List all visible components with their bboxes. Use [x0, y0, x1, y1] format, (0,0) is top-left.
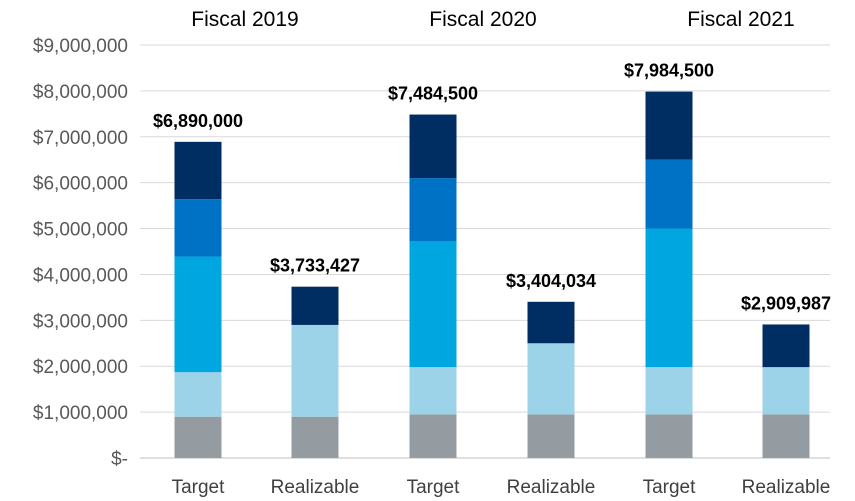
y-tick-label: $2,000,000: [33, 357, 128, 378]
bar-segment: [291, 416, 339, 458]
y-tick-label: $6,000,000: [33, 174, 128, 195]
bar-segment: [409, 114, 457, 179]
total-data-label: $3,733,427: [270, 256, 360, 276]
bar-segment: [645, 159, 693, 229]
bar-segment: [409, 241, 457, 368]
x-category-label: Target: [407, 477, 461, 498]
bar-segment: [409, 178, 457, 242]
y-tick-label: $4,000,000: [33, 265, 128, 286]
bar-segment: [174, 256, 222, 373]
y-tick-label: $3,000,000: [33, 311, 128, 332]
x-category-label: Target: [643, 477, 697, 498]
bar-segment: [174, 141, 222, 200]
y-tick-label: $7,000,000: [33, 128, 128, 149]
y-tick-label: $-: [111, 449, 128, 470]
fiscal-year-title: Fiscal 2019: [191, 8, 298, 31]
fiscal-year-title: Fiscal 2020: [429, 8, 536, 31]
bar-segment: [645, 367, 693, 415]
bar-segment: [174, 416, 222, 458]
bar-segment: [645, 228, 693, 368]
y-tick-label: $5,000,000: [33, 220, 128, 241]
bar-segment: [645, 91, 693, 160]
bar-segment: [174, 199, 222, 257]
bar-segment: [762, 324, 810, 368]
bar-segment: [291, 324, 339, 417]
bar-segment: [174, 372, 222, 417]
y-tick-label: $1,000,000: [33, 403, 128, 424]
x-category-label: Realizable: [742, 477, 831, 498]
total-data-label: $7,984,500: [624, 61, 714, 81]
bar-segment: [762, 367, 810, 415]
x-category-label: Realizable: [507, 477, 596, 498]
total-data-label: $6,890,000: [153, 111, 243, 131]
x-category-label: Target: [172, 477, 226, 498]
bar-segment: [645, 414, 693, 458]
bar-segment: [409, 367, 457, 415]
y-tick-label: $8,000,000: [33, 82, 128, 103]
bar-segment: [291, 286, 339, 325]
bar-segment: [527, 301, 575, 344]
total-data-label: $7,484,500: [388, 84, 478, 104]
total-data-label: $3,404,034: [506, 271, 596, 291]
bar-segment: [527, 343, 575, 415]
bar-segment: [527, 414, 575, 458]
x-category-label: Realizable: [271, 477, 360, 498]
total-data-label: $2,909,987: [741, 293, 831, 313]
fiscal-year-title: Fiscal 2021: [687, 8, 794, 31]
y-tick-label: $9,000,000: [33, 36, 128, 57]
bar-segment: [762, 414, 810, 458]
bar-segment: [409, 414, 457, 458]
